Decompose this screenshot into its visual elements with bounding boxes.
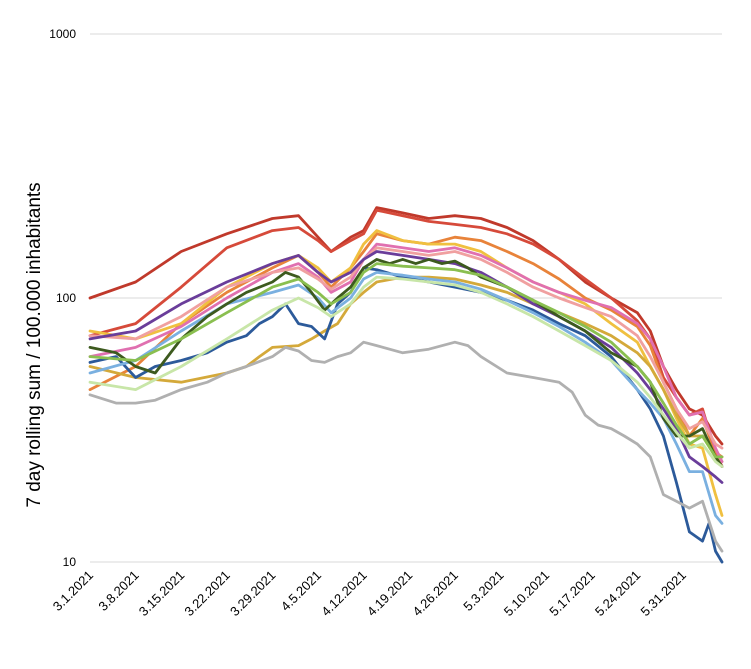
series-line-2 [88, 208, 724, 468]
series-line-7 [88, 246, 724, 450]
x-tick-label: 3.1.2021 [50, 568, 96, 614]
series-line-1 [88, 206, 724, 446]
series-line-12 [88, 262, 724, 459]
series-line-13 [88, 275, 724, 468]
x-tick-label: 5.10.2021 [501, 568, 553, 620]
x-tick-label: 5.31.2021 [638, 568, 690, 620]
series-line-5 [88, 275, 724, 463]
x-tick-label: 5.3.2021 [460, 568, 506, 614]
series-line-6 [88, 242, 724, 463]
x-tick-label: 3.22.2021 [181, 568, 233, 620]
y-tick-label: 10 [63, 555, 77, 569]
grid-lines [90, 33, 722, 563]
series-line-14 [88, 340, 724, 553]
y-axis-label: 7 day rolling sum / 100.000 inhabitants [24, 182, 45, 507]
x-tick-label: 4.19.2021 [364, 568, 416, 620]
series-line-8 [88, 250, 724, 484]
x-tick-label: 4.5.2021 [278, 568, 324, 614]
x-tick-label: 5.17.2021 [546, 568, 598, 620]
x-tick-label: 3.15.2021 [136, 568, 188, 620]
y-tick-label: 1000 [49, 27, 76, 41]
x-tick-label: 5.24.2021 [592, 568, 644, 620]
x-tick-labels: 3.1.2021 3.8.20213.15.20213.22.20213.29.2… [50, 568, 689, 620]
series-line-10 [88, 271, 724, 525]
x-tick-label: 4.12.2021 [318, 568, 370, 620]
x-tick-label: 4.26.2021 [410, 568, 462, 620]
y-tick-label: 100 [56, 291, 76, 305]
y-tick-labels: 1000 100 10 [49, 27, 76, 569]
series-layer [88, 206, 724, 564]
x-tick-label: 3.8.2021 [95, 568, 141, 614]
x-tick-label: 3.29.2021 [227, 568, 279, 620]
